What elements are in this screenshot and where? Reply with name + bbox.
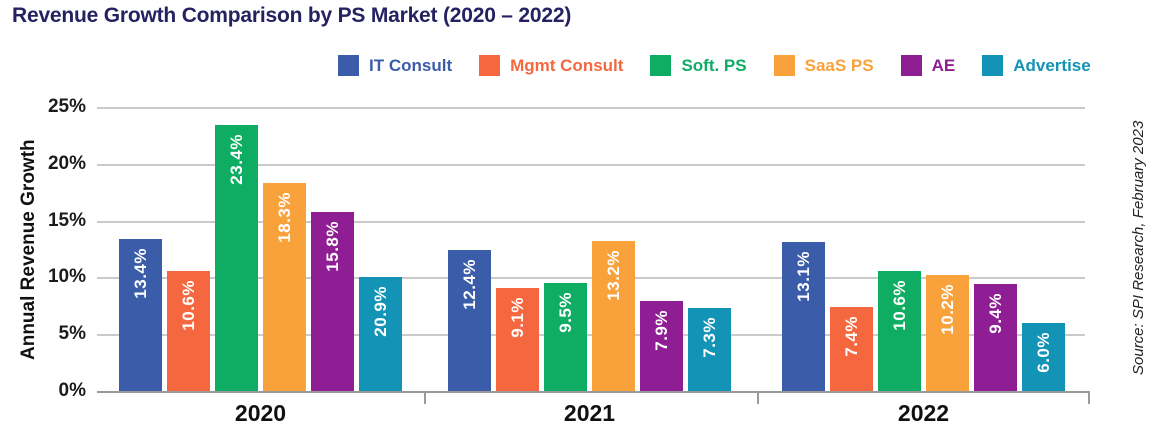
chart-legend: IT Consult Mgmt Consult Soft. PS SaaS PS AE A… — [338, 55, 1091, 76]
x-axis-tick-0 — [424, 392, 426, 404]
bar-value-label-advertise-2020: 20.9% — [370, 285, 390, 337]
bar-it-consult-2021: 12.4% — [448, 250, 491, 391]
bar-value-label-soft-ps-2021: 9.5% — [555, 292, 575, 333]
bar-ae-2020: 15.8% — [311, 211, 354, 391]
legend-swatch-advertise — [982, 55, 1004, 76]
legend-label-mgmt-consult: Mgmt Consult — [510, 55, 624, 75]
legend-item-saas-ps: SaaS PS — [773, 55, 874, 76]
bar-saas-ps-2020: 18.3% — [263, 183, 306, 391]
legend-label-advertise: Advertise — [1013, 55, 1091, 75]
x-category-label-2021: 2021 — [563, 400, 616, 426]
bar-advertise-2021: 7.3% — [688, 308, 731, 391]
bar-soft-ps-2022: 10.6% — [878, 270, 921, 391]
bar-ae-2021: 7.9% — [640, 301, 683, 391]
bar-soft-ps-2021: 9.5% — [544, 283, 587, 391]
legend-item-mgmt-consult: Mgmt Consult — [479, 55, 623, 76]
x-category-label-2022: 2022 — [897, 400, 950, 426]
bar-mgmt-consult-2021: 9.1% — [496, 287, 539, 391]
legend-item-soft-ps: Soft. PS — [650, 55, 747, 76]
bar-value-label-soft-ps-2022: 10.6% — [889, 279, 909, 331]
legend-label-ae: AE — [931, 55, 956, 75]
bar-advertise-2022: 6.0% — [1022, 322, 1065, 391]
bar-value-label-it-consult-2020: 13.4% — [130, 247, 150, 299]
bar-group-2021: 12.4% 9.1% 9.5% 13.2% 7.9% 7.3% — [448, 108, 731, 391]
legend-item-advertise: Advertise — [982, 55, 1091, 76]
x-axis-line — [97, 391, 1090, 393]
bar-group-2022: 13.1% 7.4% 10.6% 10.2% 9.4% 6.0% — [782, 108, 1065, 391]
legend-swatch-it-consult — [338, 55, 359, 76]
bar-mgmt-consult-2020: 10.6% — [167, 270, 210, 391]
legend-label-saas-ps: SaaS PS — [804, 55, 874, 75]
bar-value-label-advertise-2021: 7.3% — [699, 317, 719, 358]
legend-swatch-ae — [900, 55, 922, 76]
y-tick-5: 5% — [58, 323, 86, 345]
y-tick-20: 20% — [47, 152, 86, 174]
plot-area: 13.4% 10.6% 23.4% 18.3% 15.8% 20.9% 2020 12.4% 9… — [97, 107, 1090, 426]
bar-group-2020: 13.4% 10.6% 23.4% 18.3% 15.8% 20.9% — [119, 108, 402, 391]
bar-value-label-soft-ps-2020: 23.4% — [226, 134, 246, 185]
gridline-20 — [97, 163, 1085, 166]
bar-value-label-advertise-2022: 6.0% — [1033, 331, 1053, 373]
bar-value-label-saas-ps-2022: 10.2% — [937, 284, 957, 335]
legend-swatch-mgmt-consult — [479, 55, 501, 76]
bar-saas-ps-2022: 10.2% — [926, 275, 969, 391]
legend-label-it-consult: IT Consult — [369, 55, 453, 75]
x-axis-tick-1 — [757, 392, 759, 404]
y-tick-15: 15% — [47, 209, 86, 231]
x-axis-tick-2 — [1088, 392, 1090, 404]
gridline-5 — [97, 334, 1085, 337]
bar-value-label-ae-2020: 15.8% — [322, 220, 342, 272]
bar-advertise-2020: 20.9% — [359, 276, 402, 391]
chart-title: Revenue Growth Comparison by PS Market (… — [12, 4, 572, 27]
gridline-15 — [97, 220, 1085, 223]
legend-item-ae: AE — [900, 55, 956, 76]
bar-saas-ps-2021: 13.2% — [592, 241, 635, 391]
bar-value-label-mgmt-consult-2020: 10.6% — [178, 279, 198, 331]
legend-item-it-consult: IT Consult — [338, 55, 452, 76]
bar-value-label-saas-ps-2021: 13.2% — [603, 250, 623, 301]
bar-value-label-saas-ps-2020: 18.3% — [274, 192, 294, 243]
bar-value-label-it-consult-2022: 13.1% — [793, 251, 813, 302]
gridline-10 — [97, 277, 1085, 280]
bar-it-consult-2022: 13.1% — [782, 242, 825, 391]
legend-swatch-soft-ps — [650, 55, 672, 76]
legend-swatch-saas-ps — [773, 55, 795, 76]
y-tick-10: 10% — [47, 266, 86, 288]
bar-value-label-it-consult-2021: 12.4% — [459, 259, 479, 310]
source-note: Source: SPI Research, February 2023 — [1130, 120, 1147, 375]
x-category-label-2020: 2020 — [234, 400, 287, 426]
gridline-25 — [97, 107, 1085, 109]
bar-value-label-ae-2022: 9.4% — [985, 293, 1005, 334]
y-tick-0: 0% — [58, 380, 86, 401]
bar-it-consult-2020: 13.4% — [119, 238, 162, 391]
bar-mgmt-consult-2022: 7.4% — [830, 306, 873, 391]
bar-value-label-ae-2021: 7.9% — [651, 310, 671, 352]
bar-ae-2022: 9.4% — [974, 284, 1017, 391]
legend-label-soft-ps: Soft. PS — [681, 55, 747, 75]
bar-value-label-mgmt-consult-2021: 9.1% — [507, 296, 527, 338]
bar-soft-ps-2020: 23.4% — [215, 125, 258, 391]
bar-value-label-mgmt-consult-2022: 7.4% — [841, 315, 861, 357]
y-axis-title: Annual Revenue Growth — [18, 139, 39, 361]
y-tick-25: 25% — [47, 96, 86, 117]
